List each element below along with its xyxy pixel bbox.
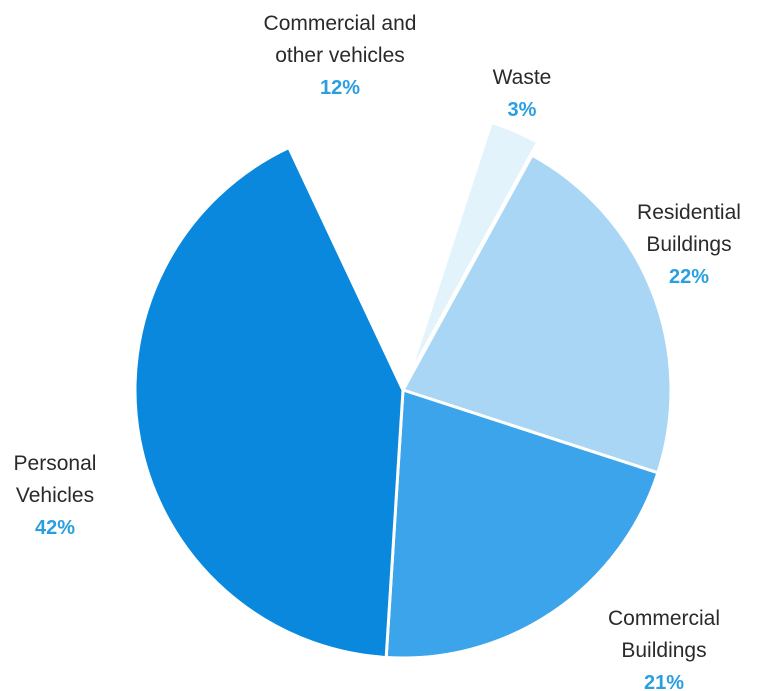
slice-value-label: 21% bbox=[644, 672, 684, 691]
slice-value-label: 12% bbox=[320, 77, 360, 99]
slice-commercial-buildings bbox=[384, 387, 660, 660]
slice-label-line: Buildings bbox=[621, 639, 706, 662]
slice-value-label: 3% bbox=[508, 99, 537, 121]
slice-commercial-and-other-vehicles bbox=[286, 120, 488, 395]
slice-label-line: Commercial and bbox=[264, 12, 417, 35]
slice-label-residential-buildings: Residential Buildings 22% bbox=[637, 201, 741, 288]
slice-label-line: Residential bbox=[637, 201, 741, 224]
slice-label-line: Buildings bbox=[646, 233, 731, 256]
slice-label-line: Vehicles bbox=[16, 484, 94, 507]
slice-label-commercial-buildings: Commercial Buildings 21% bbox=[608, 607, 720, 691]
slice-value-label: 22% bbox=[669, 266, 709, 288]
slice-label-commercial-and-other-vehicles: Commercial and other vehicles 12% bbox=[264, 12, 417, 99]
slice-waste bbox=[407, 120, 540, 378]
slice-label-line: Personal bbox=[14, 452, 97, 475]
slice-label-line: other vehicles bbox=[275, 44, 405, 67]
slice-label-line: Commercial bbox=[608, 607, 720, 630]
slice-label-waste: Waste 3% bbox=[493, 66, 552, 121]
slice-value-label: 42% bbox=[35, 517, 75, 539]
slice-label-line: Waste bbox=[493, 66, 552, 89]
slice-residential-buildings bbox=[400, 153, 673, 475]
pie-labels: Waste 3% Residential Buildings 22% Commercial… bbox=[14, 12, 741, 691]
pie-slices bbox=[133, 120, 673, 660]
slice-label-personal-vehicles: Personal Vehicles 42% bbox=[14, 452, 97, 539]
slice-personal-vehicles bbox=[133, 145, 405, 660]
